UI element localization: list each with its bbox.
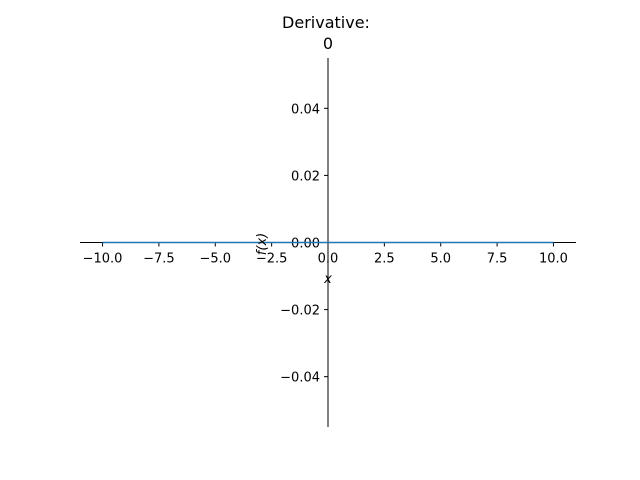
x-tick-label: 2.5	[374, 252, 395, 267]
chart-title: Derivative:	[282, 13, 370, 32]
x-tick-label: −10.0	[83, 252, 123, 267]
x-tick-label: 7.5	[487, 252, 508, 267]
y-tick-label: 0.02	[291, 169, 320, 184]
x-tick-label: 10.0	[539, 252, 568, 267]
y-tick-label: 0.04	[291, 102, 320, 117]
x-axis-label: x	[323, 272, 332, 287]
x-tick-label: −7.5	[143, 252, 175, 267]
chart-subtitle: 0	[323, 34, 333, 53]
y-tick-label: −0.02	[280, 304, 320, 319]
y-tick-label: 0.00	[291, 237, 320, 252]
y-axis-label: f(x)	[255, 233, 270, 255]
x-tick-label: −2.5	[256, 252, 288, 267]
x-tick-label: −5.0	[199, 252, 231, 267]
y-tick-label: −0.04	[280, 371, 320, 386]
x-tick-label: 0.0	[318, 252, 339, 267]
plot-area: −10.0 −7.5 −5.0 −2.5 0.0 2.5 5.0 7.5 10.0 −0.04 −0…	[80, 58, 576, 427]
x-tick-label: 5.0	[430, 252, 451, 267]
